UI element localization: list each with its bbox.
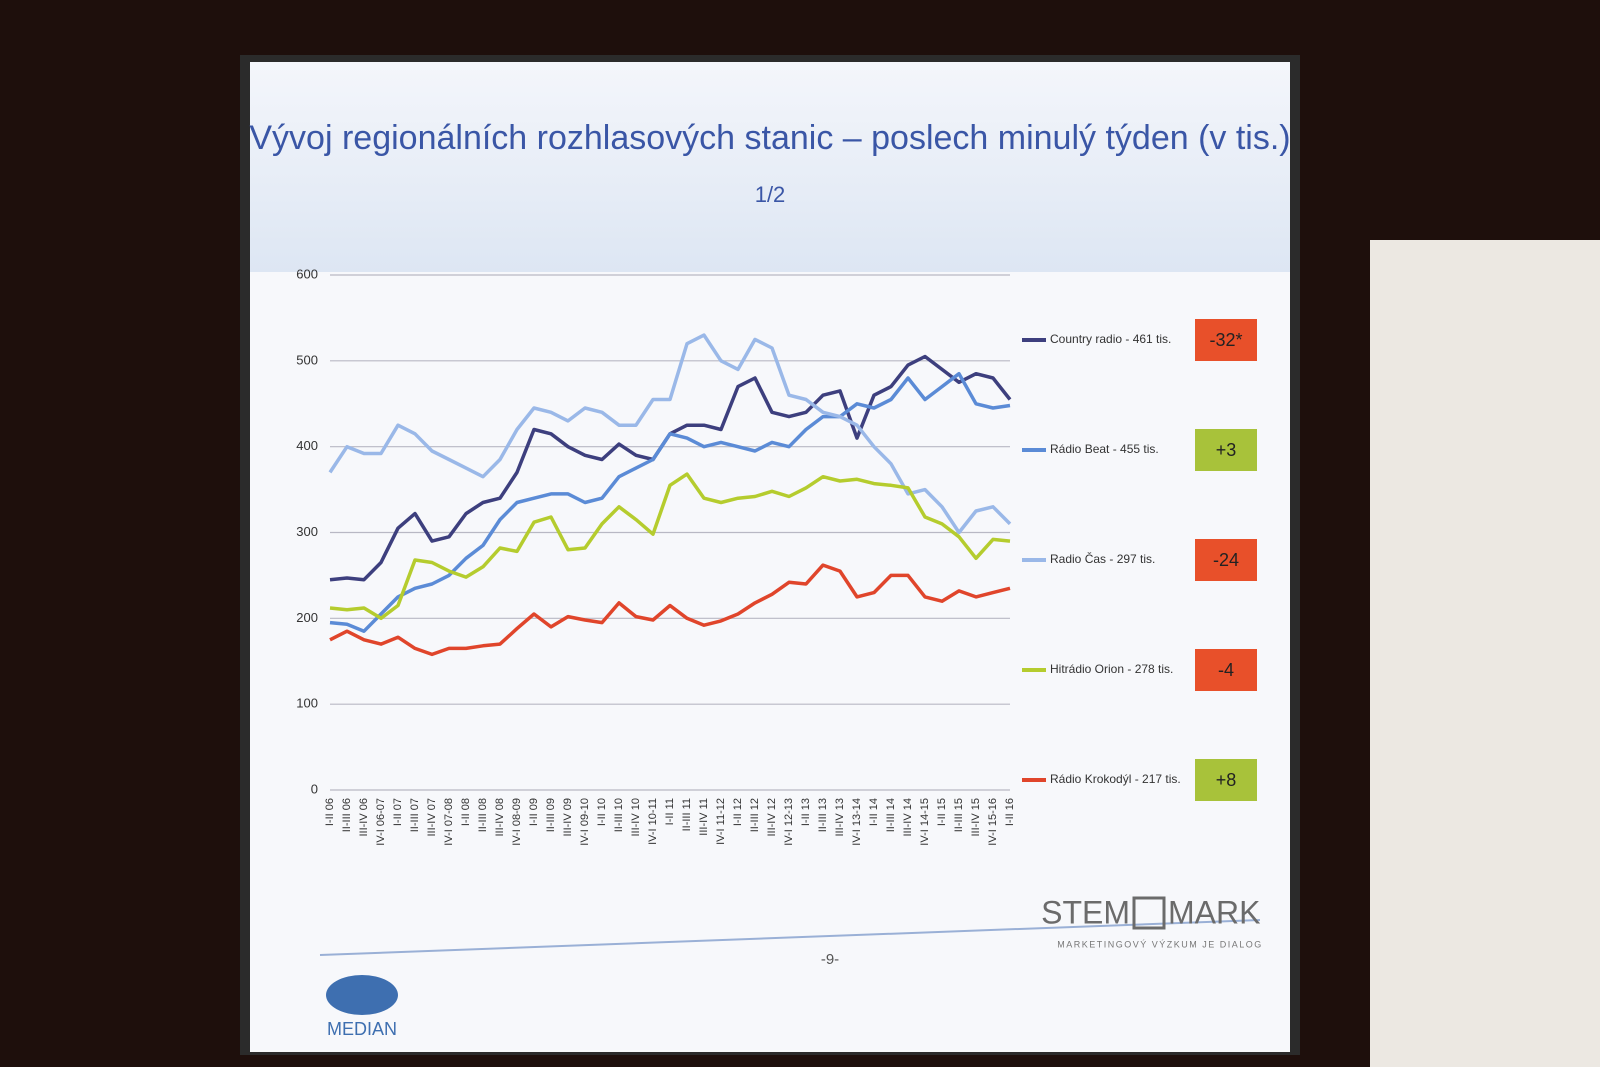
y-tick-label: 200 — [296, 610, 318, 625]
change-badge — [1195, 759, 1257, 801]
x-tick-label: I-II 14 — [868, 798, 880, 826]
x-tick-label: III-IV 13 — [834, 798, 846, 837]
x-tick-label: I-II 09 — [528, 798, 540, 826]
series-line — [329, 563, 1011, 657]
x-tick-label: I-II 16 — [1004, 798, 1016, 826]
x-tick-label: I-II 12 — [732, 798, 744, 826]
x-tick-label: IV-I 10-11 — [647, 798, 659, 845]
y-tick-label: 600 — [296, 266, 318, 281]
y-tick-label: 100 — [296, 696, 318, 711]
median-logo: MEDIAN — [327, 1019, 397, 1039]
y-tick-label: 0 — [311, 781, 318, 796]
logo-tagline: MARKETINGOVÝ VÝZKUM JE DIALOG — [1057, 939, 1263, 949]
footer-rule — [319, 919, 1261, 956]
x-tick-label: II-III 09 — [545, 798, 557, 832]
x-tick-label: III-IV 10 — [630, 798, 642, 837]
change-badge — [1195, 539, 1257, 581]
change-badge-label: +8 — [1216, 770, 1237, 790]
series-line — [328, 333, 1012, 535]
x-tick-label: II-III 13 — [817, 798, 829, 832]
legend-label: Rádio Krokodýl - 217 tis. — [1050, 772, 1181, 786]
x-tick-label: IV-I 13-14 — [851, 798, 863, 846]
x-tick-label: IV-I 14-15 — [919, 798, 931, 846]
x-tick-label: I-II 13 — [800, 798, 812, 826]
slide-header — [250, 62, 1290, 272]
x-tick-label: IV-I 06-07 — [375, 798, 387, 846]
change-badge-label: -32* — [1209, 330, 1242, 350]
mark-logo: MARK — [1168, 894, 1260, 930]
x-tick-label: II-III 10 — [613, 798, 625, 832]
legend-label: Rádio Beat - 455 tis. — [1050, 442, 1159, 456]
x-tick-label: I-II 15 — [936, 798, 948, 826]
slide-subtitle: 1/2 — [755, 182, 786, 207]
slide-title: Vývoj regionálních rozhlasových stanic –… — [249, 119, 1290, 157]
banner — [1370, 240, 1600, 1067]
x-tick-label: I-II 10 — [596, 798, 608, 826]
logo-box — [1132, 896, 1166, 930]
x-tick-label: II-III 08 — [477, 798, 489, 832]
change-badge-label: -24 — [1213, 550, 1239, 570]
series-line — [329, 371, 1011, 633]
x-tick-label: IV-I 09-10 — [579, 798, 591, 846]
x-tick-label: I-II 11 — [664, 798, 676, 825]
y-tick-label: 500 — [296, 352, 318, 367]
x-tick-label: IV-I 07-08 — [443, 798, 455, 846]
x-tick-label: I-II 06 — [324, 798, 336, 826]
median-logo-mark — [326, 975, 398, 1015]
x-tick-label: III-IV 14 — [902, 798, 914, 837]
x-tick-label: IV-I 08-09 — [511, 798, 523, 846]
x-tick-label: III-IV 07 — [426, 798, 438, 837]
change-badge — [1195, 429, 1257, 471]
x-tick-label: IV-I 11-12 — [715, 798, 727, 845]
x-tick-label: I-II 08 — [460, 798, 472, 826]
x-tick-label: II-III 07 — [409, 798, 421, 832]
change-badge-label: -4 — [1218, 660, 1234, 680]
y-tick-label: 300 — [296, 524, 318, 539]
x-tick-label: III-IV 15 — [970, 798, 982, 837]
x-tick-label: III-IV 08 — [494, 798, 506, 837]
legend-label: Country radio - 461 tis. — [1050, 332, 1171, 346]
x-tick-label: II-III 15 — [953, 798, 965, 832]
change-badge — [1195, 649, 1257, 691]
x-tick-label: II-III 14 — [885, 798, 897, 832]
x-tick-label: I-II 07 — [392, 798, 404, 826]
change-badge — [1195, 319, 1257, 361]
x-tick-label: II-III 11 — [681, 798, 693, 831]
stem-logo: STEM — [1041, 894, 1130, 930]
x-tick-label: IV-I 15-16 — [987, 798, 999, 846]
x-tick-label: III-IV 11 — [698, 798, 710, 836]
y-tick-label: 400 — [296, 438, 318, 453]
series-line — [329, 472, 1011, 621]
legend-label: Radio Čas - 297 tis. — [1050, 551, 1155, 566]
x-tick-label: III-IV 12 — [766, 798, 778, 837]
x-tick-label: IV-I 12-13 — [783, 798, 795, 846]
x-tick-label: III-IV 09 — [562, 798, 574, 837]
legend-label: Hitrádio Orion - 278 tis. — [1050, 662, 1173, 676]
x-tick-label: II-III 06 — [341, 798, 353, 832]
x-tick-label: III-IV 06 — [358, 798, 370, 837]
change-badge-label: +3 — [1216, 440, 1237, 460]
x-tick-label: II-III 12 — [749, 798, 761, 832]
page-number: -9- — [821, 951, 839, 968]
